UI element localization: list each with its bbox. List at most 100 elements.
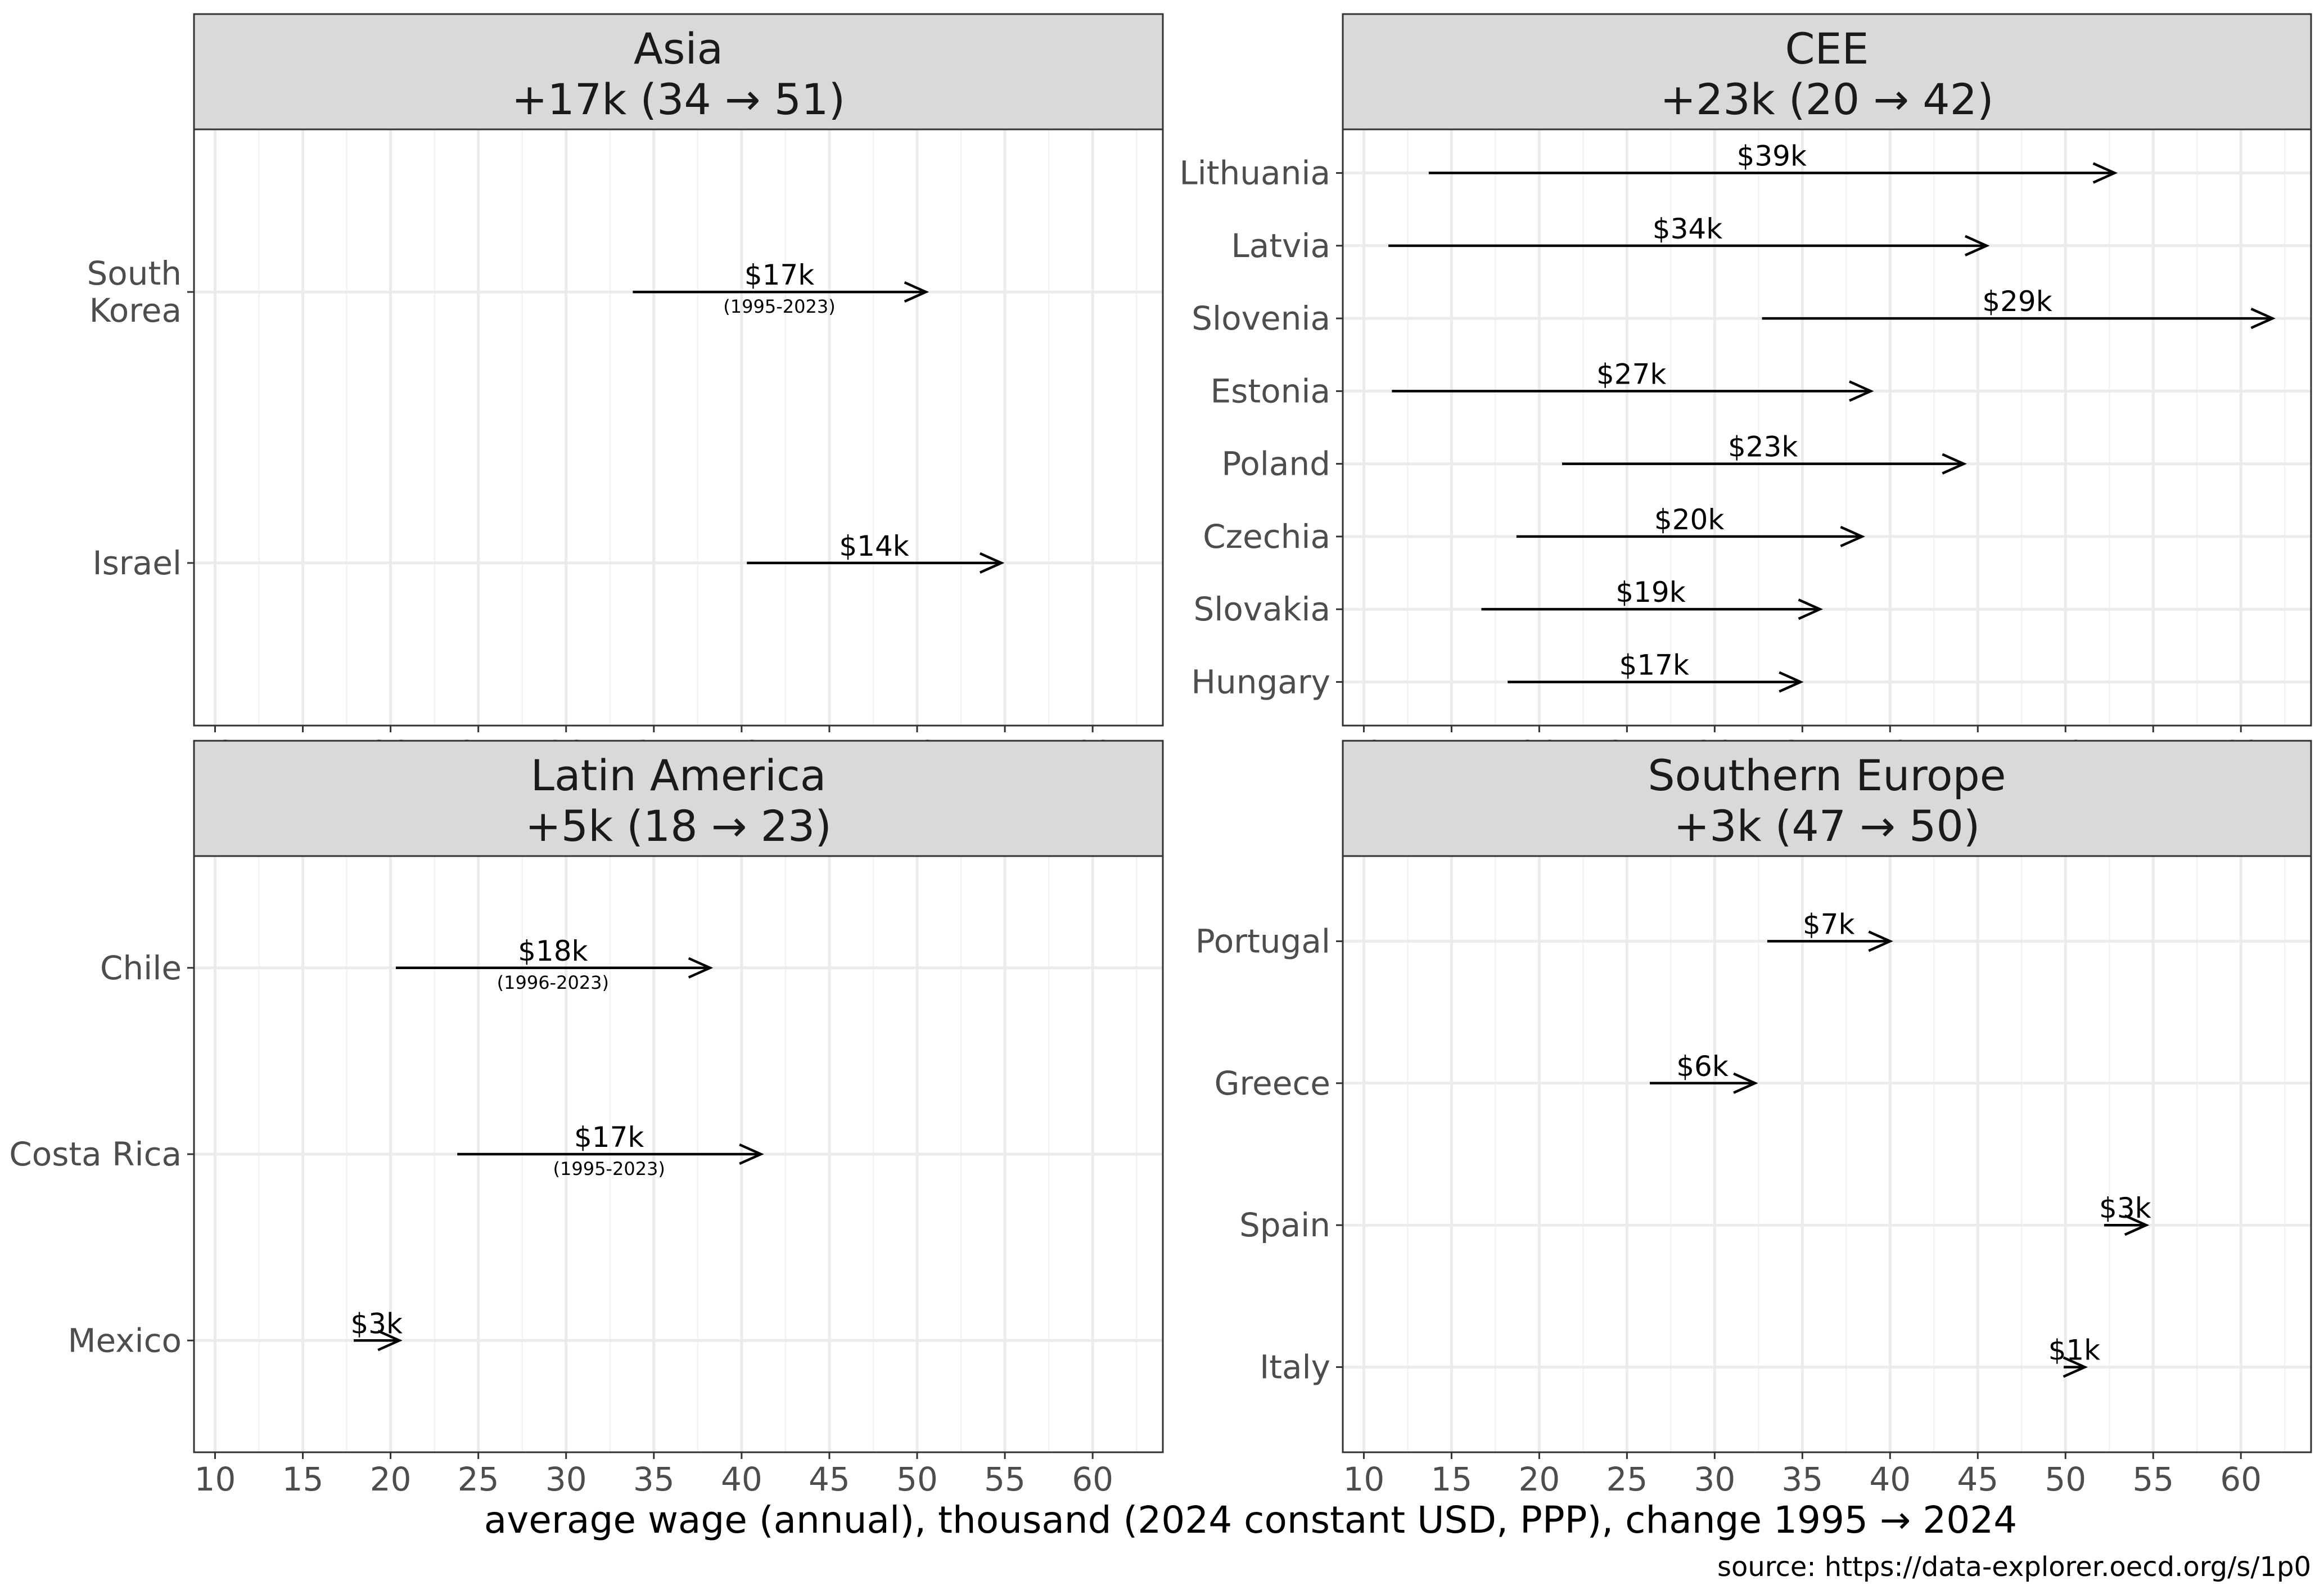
plot-background [1343,129,2311,726]
delta-label: $1k [2048,1334,2101,1367]
arrow-head [1733,1072,1758,1094]
x-tick-label: 15 [282,1460,324,1498]
delta-label: $18k [518,935,588,967]
x-tick-label: 30 [545,1460,587,1498]
delta-label: $39k [1737,140,1807,173]
x-tick-label: 60 [1072,1460,1113,1498]
delta-label: $17k [574,1121,644,1154]
x-tick-label: 40 [721,1460,762,1498]
delta-label: $17k [744,259,814,291]
y-tick-label: Greece [1215,1064,1330,1102]
strip-background [193,740,1164,857]
strip-subtitle: +5k (18 → 23) [525,801,832,851]
period-label: (1996-2023) [497,972,609,993]
strip-subtitle: +17k (34 → 51) [512,74,845,124]
strip-subtitle: +23k (20 → 42) [1660,74,1993,124]
y-tick-label: Portugal [1195,922,1330,960]
strip-title: CEE [1785,24,1869,74]
y-tick-label: Mexico [67,1321,182,1359]
y-tick-label: Estonia [1210,372,1330,410]
delta-label: $23k [1728,431,1798,463]
x-tick-label: 45 [809,1460,850,1498]
x-tick-label: 35 [633,1460,675,1498]
delta-label: $3k [2099,1192,2151,1224]
y-tick-label: Costa Rica [9,1135,182,1173]
x-tick-label: 10 [1343,1460,1385,1498]
arrow-head [1840,525,1865,547]
delta-label: $3k [350,1307,403,1340]
x-tick-label: 15 [1431,1460,1473,1498]
arrow-head [739,1143,764,1165]
period-label: (1995-2023) [553,1158,665,1179]
y-tick-label: Czechia [1203,517,1330,556]
y-tick-label: Chile [100,949,182,987]
arrow-head [904,281,929,303]
panel-latin-america: Latin America+5k (18 → 23) Chile Costa Ric… [9,740,1164,1498]
delta-label: $19k [1615,576,1685,609]
plot-background [1343,856,2311,1452]
delta-label: $20k [1654,503,1724,536]
x-tick-label: 50 [2045,1460,2086,1498]
x-tick-label: 10 [195,1460,236,1498]
arrow-head [1798,598,1824,620]
y-tick-label: Slovenia [1192,299,1330,337]
strip-background [1342,13,2312,130]
strip-subtitle: +3k (47 → 50) [1674,801,1980,851]
x-tick-label: 40 [1869,1460,1911,1498]
x-tick-label: 35 [1781,1460,1823,1498]
y-tick-label: Hungary [1191,663,1330,701]
strip-title: Southern Europe [1648,750,2006,800]
delta-label: $14k [839,530,909,562]
panel-cee: CEE+23k (20 → 42) Lithuania Latvia Slovenia… [1179,13,2312,772]
arrow-head [1849,380,1874,402]
arrow-head [688,957,714,979]
arrow-head [2063,1356,2088,1378]
x-tick-label: 30 [1694,1460,1735,1498]
arrow-head [2092,162,2118,184]
y-tick-label: Spain [1239,1206,1330,1244]
x-tick-label: 55 [984,1460,1026,1498]
x-tick-label: 20 [1518,1460,1560,1498]
delta-label: $17k [1619,649,1689,681]
y-tick-label: Korea [89,291,182,330]
x-tick-label: 45 [1957,1460,1998,1498]
delta-label: $6k [1676,1050,1729,1083]
arrow-head [1779,671,1804,693]
strip-title: Latin America [531,750,827,800]
plot-background [194,129,1163,726]
y-tick-label: Slovakia [1193,590,1330,628]
y-tick-label: South [87,254,182,292]
arrow-head [377,1330,403,1352]
y-tick-label: Italy [1260,1348,1330,1386]
y-tick-label: Israel [92,544,182,582]
arrow-head [979,552,1005,574]
arrow-head [1868,930,1893,952]
x-tick-label: 50 [896,1460,938,1498]
arrow-head [2250,308,2276,330]
x-axis-title: average wage (annual), thousand (2024 co… [484,1498,2017,1542]
delta-label: $27k [1596,358,1666,390]
panel-southern-europe: Southern Europe+3k (47 → 50) Portugal Gree… [1195,740,2312,1498]
delta-label: $29k [1982,285,2052,318]
y-tick-label: Poland [1221,445,1330,483]
x-tick-label: 25 [458,1460,499,1498]
y-tick-label: Lithuania [1179,154,1330,192]
source-caption: source: https://data-explorer.oecd.org/s… [1717,1551,2311,1583]
strip-background [193,13,1164,130]
x-tick-label: 55 [2132,1460,2174,1498]
x-tick-label: 25 [1606,1460,1648,1498]
x-tick-label: 20 [370,1460,412,1498]
arrow-head [2124,1214,2150,1236]
arrow-head [1964,235,1990,256]
y-tick-label: Latvia [1231,227,1330,265]
delta-label: $34k [1653,213,1722,245]
period-label: (1995-2023) [723,296,835,317]
strip-background [1342,740,2312,857]
x-tick-label: 60 [2220,1460,2262,1498]
strip-title: Asia [634,24,723,74]
panel-asia: Asia+17k (34 → 51)SouthKoreaIsrael101520… [87,13,1164,772]
arrow-head [1942,453,1967,475]
delta-label: $7k [1803,908,1855,940]
